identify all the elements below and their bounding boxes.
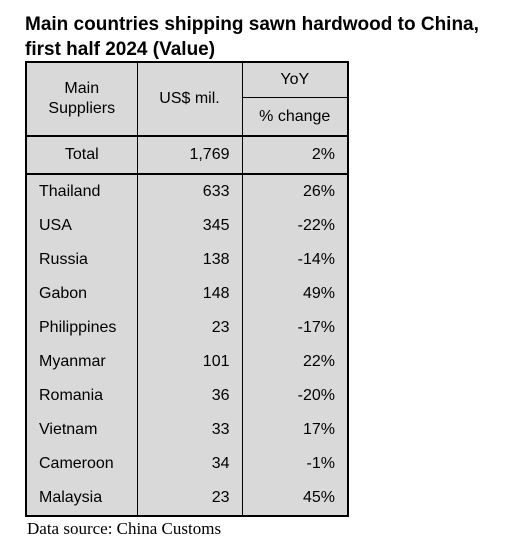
yoy-cell: 17% [302, 421, 335, 438]
table-row: Vietnam 33 17% [26, 413, 348, 447]
table-row: Philippines 23 -17% [26, 311, 348, 345]
total-row: Total 1,769 2% [26, 136, 348, 175]
chart-title: Main countries shipping sawn hardwood to… [25, 14, 479, 60]
table-row: Russia 138 -14% [26, 243, 348, 277]
country-cell: Malaysia [26, 481, 138, 516]
total-label: Total [26, 136, 138, 175]
country-cell: Cameroon [26, 447, 138, 481]
table-row: Myanmar 101 22% [26, 345, 348, 379]
table-row: Thailand 633 26% [26, 174, 348, 209]
value-cell: 148 [137, 277, 243, 311]
data-rows: Thailand 633 26% USA 345 -22% Russia 138 -14% Gab… [26, 174, 348, 516]
country-cell: Thailand [26, 174, 138, 209]
value-cell: 23 [137, 481, 243, 516]
value-cell: 138 [137, 243, 243, 277]
value-cell: 36 [137, 379, 243, 413]
value-cell: 345 [137, 209, 243, 243]
data-source-note: Data source: China Customs [27, 519, 222, 538]
value-cell: 633 [137, 174, 243, 209]
table-row: Cameroon 34 -1% [26, 447, 348, 481]
yoy-cell: -17% [297, 319, 335, 336]
country-cell: Philippines [26, 311, 138, 345]
yoy-cell: 49% [302, 285, 335, 302]
value-cell: 34 [137, 447, 243, 481]
table-row: Gabon 148 49% [26, 277, 348, 311]
country-cell: Gabon [26, 277, 138, 311]
country-cell: Vietnam [26, 413, 138, 447]
country-cell: Myanmar [26, 345, 138, 379]
country-cell: USA [26, 209, 138, 243]
yoy-cell: -14% [297, 251, 335, 268]
header-usd-mil: US$ mil. [137, 62, 243, 137]
total-value: 1,769 [137, 136, 243, 175]
table-row: Malaysia 23 45% [26, 481, 348, 516]
value-cell: 101 [137, 345, 243, 379]
yoy-cell: 26% [302, 183, 335, 200]
yoy-cell: -22% [297, 217, 335, 234]
value-cell: 33 [137, 413, 243, 447]
yoy-cell: -1% [306, 455, 335, 472]
header-yoy-label: YoY [242, 63, 347, 98]
suppliers-table: Main Suppliers US$ mil. YoY % change Tot… [25, 61, 349, 517]
yoy-cell: 45% [302, 489, 335, 506]
header-yoy: YoY % change [242, 62, 348, 137]
header-yoy-change-label: % change [259, 108, 331, 125]
value-cell: 23 [137, 311, 243, 345]
table-row: USA 345 -22% [26, 209, 348, 243]
yoy-cell: 22% [302, 353, 335, 370]
header-row: Main Suppliers US$ mil. YoY % change [26, 62, 348, 137]
table-row: Romania 36 -20% [26, 379, 348, 413]
country-cell: Romania [26, 379, 138, 413]
yoy-cell: -20% [297, 387, 335, 404]
country-cell: Russia [26, 243, 138, 277]
header-main-suppliers: Main Suppliers [26, 62, 138, 137]
total-yoy: 2% [242, 136, 348, 175]
